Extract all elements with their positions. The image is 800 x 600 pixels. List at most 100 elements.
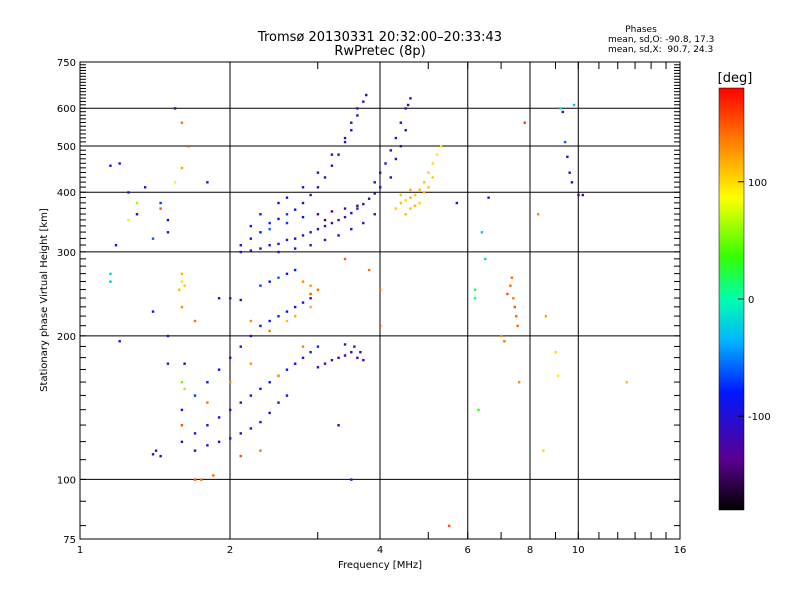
data-point: [239, 345, 242, 348]
data-point: [249, 319, 253, 323]
data-point: [506, 292, 509, 296]
colorbar-tick-label: 100: [748, 178, 767, 189]
data-point: [180, 121, 184, 124]
data-point: [268, 381, 271, 384]
colorbar-ticks: 100 0 -100: [738, 178, 771, 423]
data-point: [159, 454, 162, 458]
data-point: [510, 276, 514, 279]
data-point: [239, 244, 242, 247]
y-tick-label: 600: [57, 104, 76, 115]
data-point: [356, 114, 359, 117]
data-point: [422, 181, 426, 184]
data-point: [404, 199, 407, 202]
data-point: [118, 340, 121, 343]
data-point: [379, 324, 382, 328]
data-point: [316, 186, 320, 189]
data-point: [323, 238, 327, 242]
data-point: [406, 103, 410, 107]
data-point: [277, 315, 280, 318]
data-point: [356, 204, 359, 207]
data-point: [277, 276, 280, 279]
data-point: [206, 401, 209, 404]
data-point: [309, 193, 312, 197]
data-point: [118, 162, 121, 165]
data-point: [337, 356, 340, 360]
data-point: [473, 297, 477, 300]
data-point: [268, 319, 271, 323]
data-point: [127, 191, 130, 194]
data-point: [166, 231, 170, 234]
data-point: [293, 362, 297, 365]
data-point: [293, 237, 297, 240]
data-point: [285, 310, 289, 313]
data-point: [389, 149, 392, 152]
data-point: [293, 208, 297, 211]
data-point: [500, 334, 503, 338]
data-point: [394, 157, 398, 161]
data-point: [259, 420, 262, 424]
x-tick-label: 16: [674, 545, 687, 556]
data-point: [259, 247, 262, 250]
data-point: [435, 153, 439, 156]
data-point: [309, 292, 312, 296]
data-point: [109, 280, 112, 283]
data-point: [200, 478, 203, 481]
data-point: [285, 221, 289, 225]
data-point: [542, 449, 545, 452]
data-point: [180, 424, 184, 427]
data-point: [239, 454, 242, 458]
data-point: [316, 171, 320, 174]
data-point: [563, 140, 567, 144]
data-point: [180, 166, 184, 170]
data-point: [422, 191, 426, 194]
data-point: [259, 324, 262, 328]
data-point: [180, 272, 184, 276]
data-point: [413, 193, 417, 197]
data-point: [249, 224, 253, 228]
data-point: [239, 401, 242, 404]
data-point: [484, 257, 487, 261]
data-point: [473, 288, 477, 291]
y-tick-label: 75: [63, 535, 76, 546]
data-point: [379, 171, 382, 174]
data-point: [268, 280, 271, 283]
data-point: [293, 268, 297, 272]
data-point: [316, 227, 320, 231]
data-point: [356, 107, 359, 110]
data-point: [413, 204, 417, 207]
colorbar-tick-label: -100: [748, 412, 771, 423]
x-tick-label: 1: [77, 545, 83, 556]
data-point: [625, 381, 628, 384]
stats-line-x: mean, sd,X: 90.7, 24.3: [608, 45, 713, 55]
data-point: [343, 257, 347, 261]
data-point: [409, 97, 412, 100]
data-point: [183, 284, 186, 287]
data-point: [477, 408, 480, 412]
data-point: [159, 201, 162, 205]
y-tick-label: 400: [57, 188, 76, 199]
data-point: [277, 242, 280, 246]
data-point: [114, 244, 118, 247]
grid-lines: [80, 62, 680, 539]
data-point: [239, 432, 242, 435]
data-point: [217, 416, 221, 419]
data-point: [193, 319, 197, 323]
x-tick-label: 4: [377, 545, 383, 556]
data-point: [399, 144, 403, 148]
x-axis-ticks: 1 2 4 6 8 10 16: [77, 62, 687, 556]
data-point: [143, 186, 147, 189]
data-point: [249, 334, 253, 338]
data-point: [180, 440, 184, 444]
data-point: [389, 176, 392, 179]
data-point: [523, 121, 526, 124]
data-point: [309, 297, 312, 300]
data-point: [309, 305, 312, 309]
data-point: [316, 213, 320, 216]
data-point: [330, 221, 334, 225]
data-point: [404, 213, 407, 216]
data-point: [259, 449, 262, 452]
data-point: [447, 524, 451, 528]
data-point: [277, 374, 280, 378]
y-tick-label: 200: [57, 332, 76, 343]
data-point: [350, 129, 353, 132]
